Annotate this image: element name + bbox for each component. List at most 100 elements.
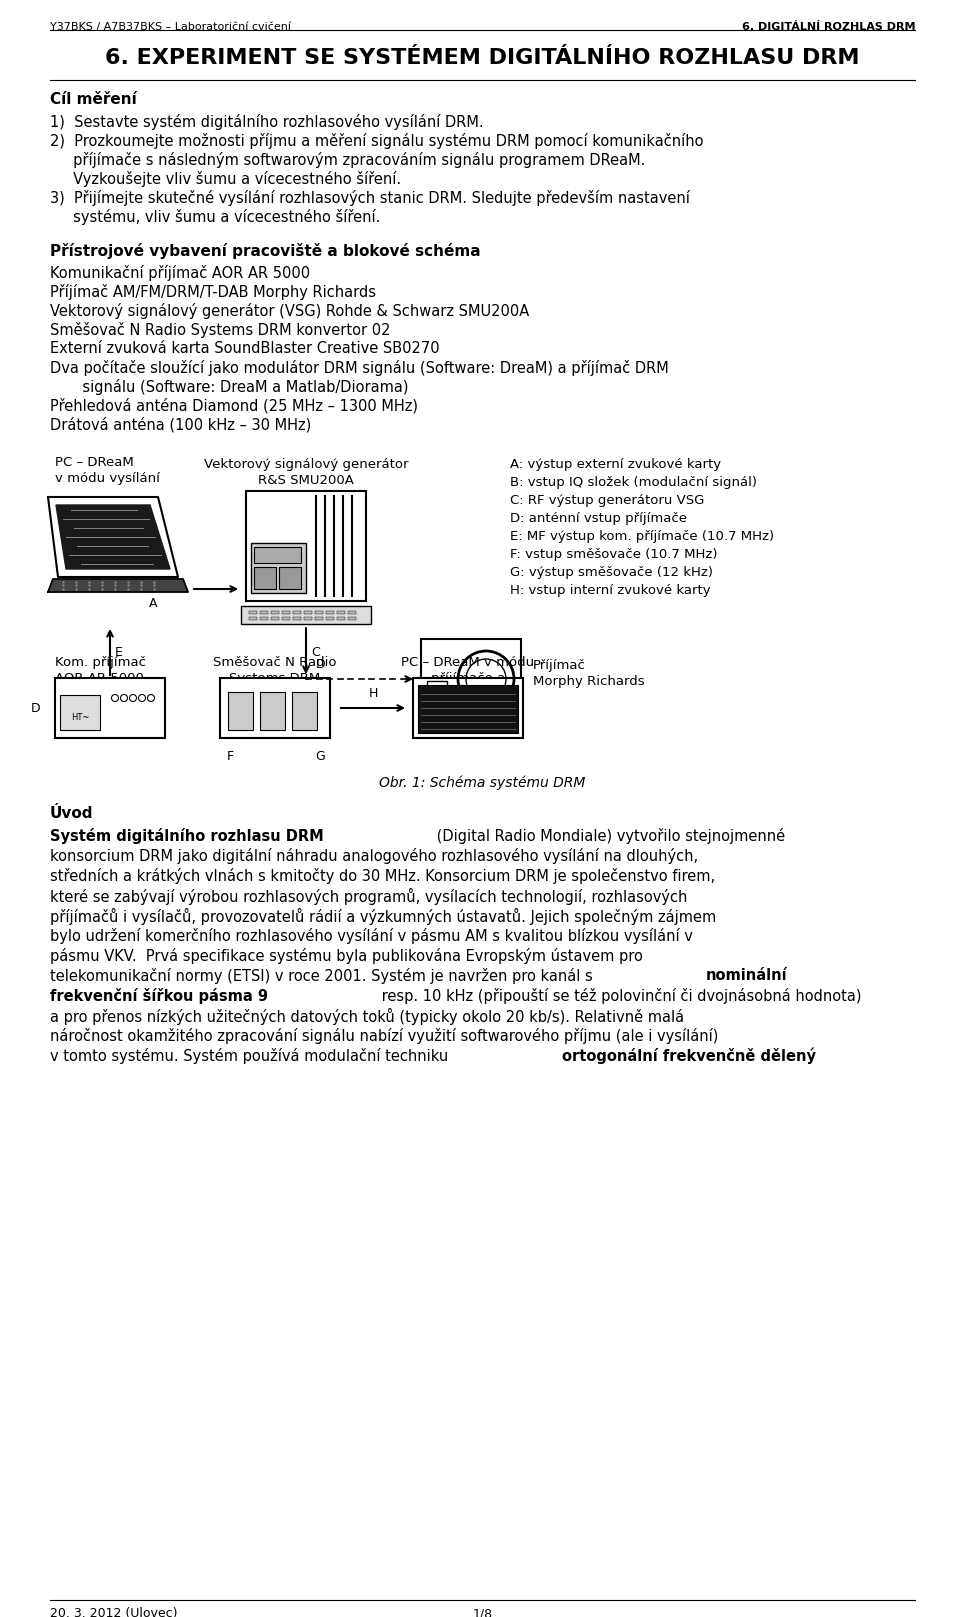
Text: Přístrojové vybavení pracoviště a blokové schéma: Přístrojové vybavení pracoviště a blokov… [50,243,481,259]
Text: 2)  Prozkoumejte možnosti příjmu a měření signálu systému DRM pomocí komunikační: 2) Prozkoumejte možnosti příjmu a měření… [50,133,704,149]
Text: D: D [31,702,40,715]
Text: F: F [227,750,233,763]
Polygon shape [48,496,178,577]
Text: bylo udržení komerčního rozhlasového vysílání v pásmu AM s kvalitou blízkou vysí: bylo udržení komerčního rozhlasového vys… [50,928,693,944]
Text: A: A [149,597,157,610]
Text: Příjímač AM/FM/DRM/T-DAB Morphy Richards: Příjímač AM/FM/DRM/T-DAB Morphy Richards [50,285,376,301]
Bar [337,611,345,614]
Text: Obr. 1: Schéma systému DRM: Obr. 1: Schéma systému DRM [379,776,586,791]
Bar [315,611,323,614]
Text: 6. EXPERIMENT SE SYSTÉMEM DIGITÁLNÍHO ROZHLASU DRM: 6. EXPERIMENT SE SYSTÉMEM DIGITÁLNÍHO RO… [106,49,860,68]
Text: G: G [315,750,324,763]
Bar [241,606,371,624]
Text: Komunikační příjímač AOR AR 5000: Komunikační příjímač AOR AR 5000 [50,265,310,281]
Bar [293,611,301,614]
Text: PC – DReaM v módu: PC – DReaM v módu [401,657,535,669]
Text: ortogonální frekvenčně dělený: ortogonální frekvenčně dělený [562,1048,816,1064]
Text: Dva počítače sloužící jako modulátor DRM signálu (Software: DreaM) a příjímač DR: Dva počítače sloužící jako modulátor DRM… [50,361,669,377]
Text: které se zabývají výrobou rozhlasových programů, vysílacích technologií, rozhlas: které se zabývají výrobou rozhlasových p… [50,888,687,906]
Bar [427,681,447,711]
Text: 20. 3. 2012 (Ulovec): 20. 3. 2012 (Ulovec) [50,1607,178,1617]
Text: systému, vliv šumu a vícecestného šíření.: systému, vliv šumu a vícecestného šíření… [50,209,380,225]
Text: Úvod: Úvod [50,805,93,821]
Text: a pro přenos nízkých užitečných datových toků (typicky okolo 20 kb/s). Relativně: a pro přenos nízkých užitečných datových… [50,1007,684,1025]
Text: frekvenční šířkou pásma 9: frekvenční šířkou pásma 9 [50,988,268,1004]
Bar [421,639,521,720]
Text: Směšovač N Radio: Směšovač N Radio [213,657,337,669]
Text: Matlab/Diorama: Matlab/Diorama [415,687,521,702]
Text: D: anténní vstup příjímače: D: anténní vstup příjímače [510,513,687,526]
Text: Vektorový signálový generátor: Vektorový signálový generátor [204,458,408,471]
Bar [304,611,312,614]
Bar [260,618,268,619]
Bar [271,618,279,619]
Text: Vektorový signálový generátor (VSG) Rohde & Schwarz SMU200A: Vektorový signálový generátor (VSG) Rohd… [50,302,529,319]
Text: pásmu VKV.  Prvá specifikace systému byla publikována Evropským ústavem pro: pásmu VKV. Prvá specifikace systému byla… [50,948,643,964]
Text: Přehledová anténa Diamond (25 MHz – 1300 MHz): Přehledová anténa Diamond (25 MHz – 1300… [50,398,418,414]
Text: Vyzkoušejte vliv šumu a vícecestného šíření.: Vyzkoušejte vliv šumu a vícecestného šíř… [50,171,401,188]
Bar [271,611,279,614]
Polygon shape [56,505,170,569]
Text: C: C [311,645,320,658]
Text: resp. 10 kHz (připouští se též polovinční či dvojnásobná hodnota): resp. 10 kHz (připouští se též polovinčn… [376,988,861,1004]
Text: telekomunikační normy (ETSI) v roce 2001. Systém je navržen pro kanál s: telekomunikační normy (ETSI) v roce 2001… [50,969,597,985]
Bar [337,618,345,619]
Text: (Digital Radio Mondiale) vytvořilo stejnojmenné: (Digital Radio Mondiale) vytvořilo stejn… [433,828,785,844]
Text: Systém digitálního rozhlasu DRM: Systém digitálního rozhlasu DRM [50,828,324,844]
Bar [251,543,306,593]
Text: 1)  Sestavte systém digitálního rozhlasového vysílání DRM.: 1) Sestavte systém digitálního rozhlasov… [50,115,484,129]
Text: E: E [115,645,123,658]
Text: HT~: HT~ [71,713,89,723]
Text: D: D [316,658,325,671]
Text: F: vstup směšovače (10.7 MHz): F: vstup směšovače (10.7 MHz) [510,548,717,561]
Bar [220,678,330,737]
Text: Systems DRM: Systems DRM [229,673,321,686]
Text: v módu vysílání: v módu vysílání [55,472,160,485]
Text: v tomto systému. Systém používá modulační techniku: v tomto systému. Systém používá modulačn… [50,1048,453,1064]
Bar [60,695,100,729]
Bar [254,547,301,563]
Bar [246,492,366,602]
Text: B: vstup IQ složek (modulační signál): B: vstup IQ složek (modulační signál) [510,475,757,488]
Text: Y37BKS / A7B37BKS – Laboratoriční cvičení: Y37BKS / A7B37BKS – Laboratoriční cvičen… [50,23,291,32]
Text: A: výstup externí zvukové karty: A: výstup externí zvukové karty [510,458,721,471]
Text: Drátová anténa (100 kHz – 30 MHz): Drátová anténa (100 kHz – 30 MHz) [50,417,311,432]
Bar [279,568,301,589]
Bar [249,611,257,614]
Bar [260,611,268,614]
Text: 6. DIGITÁLNÍ ROZHLAS DRM: 6. DIGITÁLNÍ ROZHLAS DRM [741,23,915,32]
Text: R&S SMU200A: R&S SMU200A [258,474,354,487]
Text: G: výstup směšovače (12 kHz): G: výstup směšovače (12 kHz) [510,566,713,579]
Text: Morphy Richards: Morphy Richards [533,674,644,687]
Text: náročnost okamžitého zpracování signálu nabízí využití softwarového příjmu (ale : náročnost okamžitého zpracování signálu … [50,1028,718,1045]
Bar [254,568,276,589]
Bar [249,618,257,619]
Text: Cíl měření: Cíl měření [50,92,136,107]
Polygon shape [48,579,188,592]
Bar [418,686,518,733]
Text: C: RF výstup generátoru VSG: C: RF výstup generátoru VSG [510,495,705,508]
Text: příjímače s následným softwarovým zpracováním signálu programem DReaM.: příjímače s následným softwarovým zpraco… [50,152,645,168]
Bar [292,692,317,729]
Bar [55,678,165,737]
Bar [348,611,356,614]
Bar [326,618,334,619]
Text: H: H [369,687,377,700]
Text: PC – DReaM: PC – DReaM [55,456,133,469]
Bar [348,618,356,619]
Text: H: vstup interní zvukové karty: H: vstup interní zvukové karty [510,584,710,597]
Text: Externí zvuková karta SoundBlaster Creative SB0270: Externí zvuková karta SoundBlaster Creat… [50,341,440,356]
Text: 3)  Přijímejte skutečné vysílání rozhlasových stanic DRM. Sledujte především nas: 3) Přijímejte skutečné vysílání rozhlaso… [50,191,690,205]
Bar [260,692,285,729]
Bar [315,618,323,619]
Bar [293,618,301,619]
Text: příjímačů i vysílačů, provozovatelů rádií a výzkumných ústavatů. Jejich společný: příjímačů i vysílačů, provozovatelů rádi… [50,909,716,925]
Bar [413,678,523,737]
Bar [282,618,290,619]
Text: Příjímač: Příjímač [533,660,586,673]
Text: konsorcium DRM jako digitální náhradu analogového rozhlasového vysílání na dlouh: konsorcium DRM jako digitální náhradu an… [50,847,698,863]
Text: AOR AR 5000: AOR AR 5000 [55,673,144,686]
Bar [304,618,312,619]
Text: nominální: nominální [707,969,788,983]
Text: signálu (Software: DreaM a Matlab/Diorama): signálu (Software: DreaM a Matlab/Dioram… [50,378,409,395]
